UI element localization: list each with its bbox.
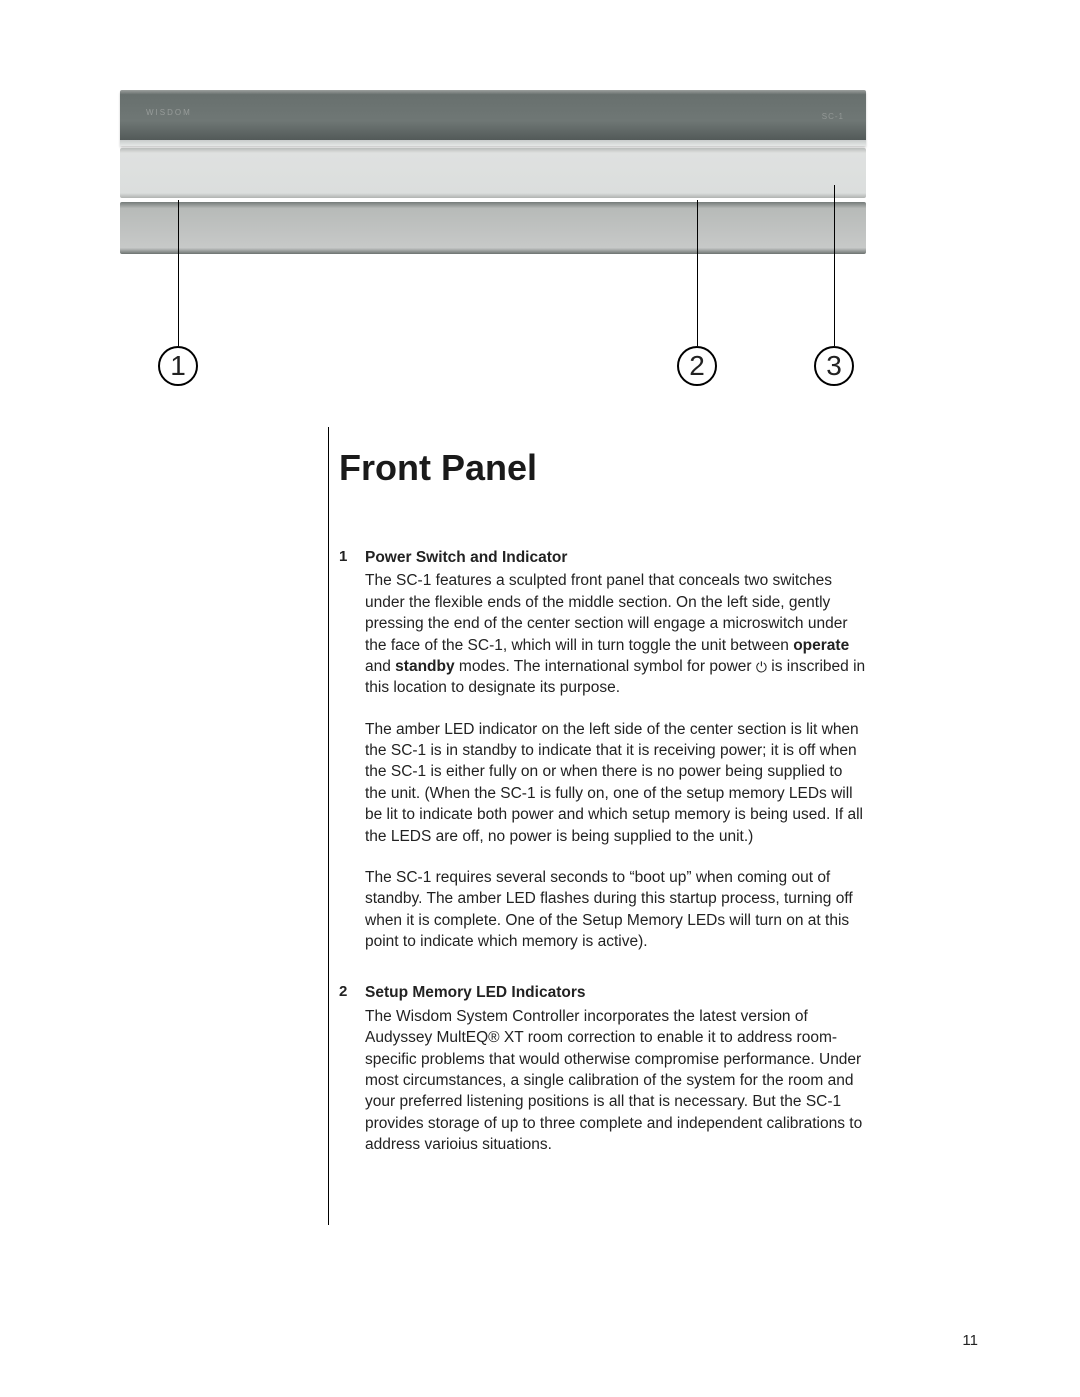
callout-badge-1: 1 [158, 346, 198, 386]
device-top-slab: WISDOM SC-1 [120, 90, 866, 146]
item-paragraph: The SC-1 features a sculpted front panel… [365, 570, 868, 698]
item-body: Power Switch and IndicatorThe SC-1 featu… [365, 547, 868, 952]
brand-label: WISDOM [146, 108, 192, 117]
front-panel-figure: WISDOM SC-1 ⏻ SETUP MEMORY [120, 90, 866, 255]
item-2: 2Setup Memory LED Indicators The Wisdom S… [339, 982, 868, 1155]
item-body: Setup Memory LED Indicators The Wisdom Sy… [365, 982, 868, 1155]
model-label: SC-1 [822, 112, 844, 121]
manual-page: WISDOM SC-1 ⏻ SETUP MEMORY 1 2 3 Front P… [0, 0, 1080, 1397]
callout-badge-2: 2 [677, 346, 717, 386]
item-paragraph: The Wisdom System Controller incorporate… [365, 1006, 868, 1156]
item-paragraph: The SC-1 requires several seconds to “bo… [365, 867, 868, 953]
device-bottom-slab [120, 202, 866, 254]
callout-badge-3: 3 [814, 346, 854, 386]
item-paragraph: The amber LED indicator on the left side… [365, 719, 868, 847]
item-1: 1Power Switch and IndicatorThe SC-1 feat… [339, 547, 868, 952]
item-heading: Setup Memory LED Indicators [365, 982, 868, 1003]
page-number: 11 [962, 1332, 978, 1349]
callout-line-3 [834, 185, 835, 346]
callout-line-1 [178, 200, 179, 346]
item-number: 2 [339, 982, 365, 1155]
item-number: 1 [339, 547, 365, 952]
device-mid-slab: ⏻ SETUP MEMORY [120, 148, 866, 198]
item-heading: Power Switch and Indicator [365, 547, 868, 568]
section-title: Front Panel [339, 447, 868, 489]
content-column: Front Panel 1Power Switch and IndicatorT… [328, 427, 868, 1225]
callout-line-2 [697, 200, 698, 346]
